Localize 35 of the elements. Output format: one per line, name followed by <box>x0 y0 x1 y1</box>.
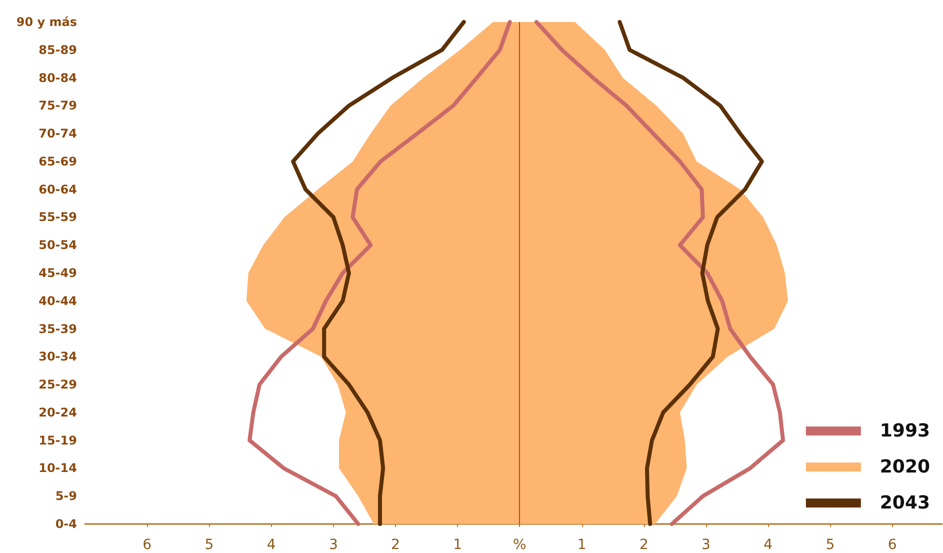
x-tick-label: % <box>513 537 526 553</box>
y-tick-label: 55-59 <box>38 210 77 224</box>
y-tick-label: 75-79 <box>38 98 77 113</box>
x-tick-label: 4 <box>266 537 276 553</box>
y-tick-label: 15-19 <box>38 433 77 448</box>
y-tick-label: 0-4 <box>55 517 77 531</box>
y-tick-label: 5-9 <box>55 489 77 504</box>
x-tick-label: 2 <box>639 537 648 553</box>
y-tick-label: 10-14 <box>38 461 77 476</box>
x-tick-label: 2 <box>391 537 400 553</box>
y-tick-label: 50-54 <box>38 238 77 252</box>
x-tick-label: 1 <box>453 537 462 553</box>
x-tick-label: 4 <box>764 537 773 553</box>
y-tick-label: 40-44 <box>38 294 77 308</box>
legend-label: 1993 <box>880 420 930 442</box>
y-tick-label: 45-49 <box>38 266 77 280</box>
x-tick-label: 3 <box>702 537 710 553</box>
y-tick-label: 80-84 <box>38 70 77 85</box>
y-tick-label: 30-34 <box>38 350 77 364</box>
y-tick-label: 60-64 <box>38 182 77 196</box>
y-tick-label: 35-39 <box>38 322 77 336</box>
x-tick-label: 3 <box>328 537 338 553</box>
y-tick-label: 25-29 <box>38 378 77 392</box>
x-tick-label: 1 <box>577 537 586 553</box>
legend-label: 2043 <box>880 492 930 514</box>
y-tick-label: 90 y más <box>16 15 77 29</box>
x-tick-label: 5 <box>204 537 214 553</box>
x-tick-label: 6 <box>888 537 897 553</box>
y-tick-label: 85-89 <box>38 42 77 57</box>
x-tick-label: 5 <box>826 537 835 553</box>
y-tick-label: 20-24 <box>38 405 77 420</box>
legend-label: 2020 <box>880 456 930 478</box>
x-tick-label: 6 <box>142 537 152 553</box>
y-tick-label: 65-69 <box>38 154 77 168</box>
y-tick-label: 70-74 <box>38 126 77 141</box>
